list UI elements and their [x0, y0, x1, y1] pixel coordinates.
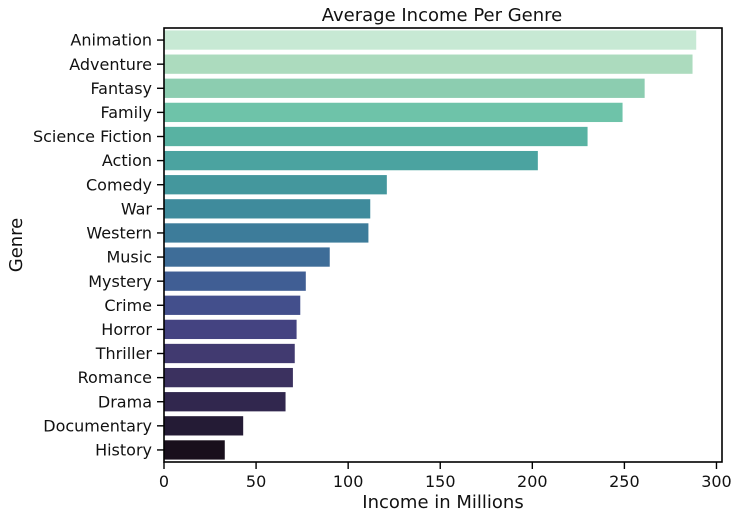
bar-war: [164, 199, 371, 219]
x-tick-label-200: 200: [517, 472, 548, 491]
x-axis-ticks: 0 50 100 150 200 250 300: [159, 462, 732, 491]
y-tick-label-war: War: [121, 199, 153, 218]
bar-mystery: [164, 271, 306, 291]
y-tick-label-music: Music: [106, 248, 152, 267]
x-tick-label-300: 300: [701, 472, 732, 491]
bar-comedy: [164, 175, 387, 195]
y-tick-label-mystery: Mystery: [88, 272, 152, 291]
y-tick-label-romance: Romance: [78, 368, 152, 387]
y-tick-label-thriller: Thriller: [95, 344, 153, 363]
bar-documentary: [164, 416, 244, 436]
bar-family: [164, 102, 623, 123]
y-tick-label-action: Action: [102, 151, 152, 170]
y-tick-label-drama: Drama: [98, 392, 152, 411]
bar-fantasy: [164, 78, 645, 98]
y-tick-label-fantasy: Fantasy: [90, 79, 152, 98]
chart-title: Average Income Per Genre: [322, 5, 563, 26]
bar-science-fiction: [164, 126, 588, 147]
bar-thriller: [164, 343, 295, 364]
x-tick-label-150: 150: [425, 472, 456, 491]
x-axis-label: Income in Millions: [362, 492, 523, 513]
x-tick-label-0: 0: [159, 472, 169, 491]
x-tick-label-50: 50: [246, 472, 266, 491]
bar-history: [164, 440, 225, 460]
plot-frame: [163, 27, 723, 463]
y-tick-label-history: History: [95, 441, 152, 460]
y-axis-ticks: Animation Adventure Fantasy Family Science F…: [33, 31, 164, 460]
y-tick-label-comedy: Comedy: [86, 175, 152, 194]
bar-western: [164, 223, 369, 243]
bar-adventure: [164, 54, 693, 74]
bar-animation: [164, 30, 697, 50]
bar-music: [164, 247, 330, 267]
y-tick-label-animation: Animation: [70, 31, 152, 50]
y-tick-label-western: Western: [86, 224, 152, 243]
bar-horror: [164, 319, 297, 340]
y-tick-label-family: Family: [101, 103, 152, 122]
y-tick-label-horror: Horror: [101, 320, 152, 339]
y-tick-label-adventure: Adventure: [69, 55, 152, 74]
x-tick-label-250: 250: [609, 472, 640, 491]
y-tick-label-science-fiction: Science Fiction: [33, 127, 152, 146]
bars-group: [164, 30, 697, 460]
bar-crime: [164, 295, 301, 315]
bar-drama: [164, 392, 286, 412]
bar-action: [164, 150, 538, 171]
bar-romance: [164, 367, 293, 388]
y-axis-label: Genre: [6, 218, 27, 273]
y-tick-label-documentary: Documentary: [43, 416, 152, 435]
x-tick-label-100: 100: [333, 472, 364, 491]
y-tick-label-crime: Crime: [104, 296, 152, 315]
